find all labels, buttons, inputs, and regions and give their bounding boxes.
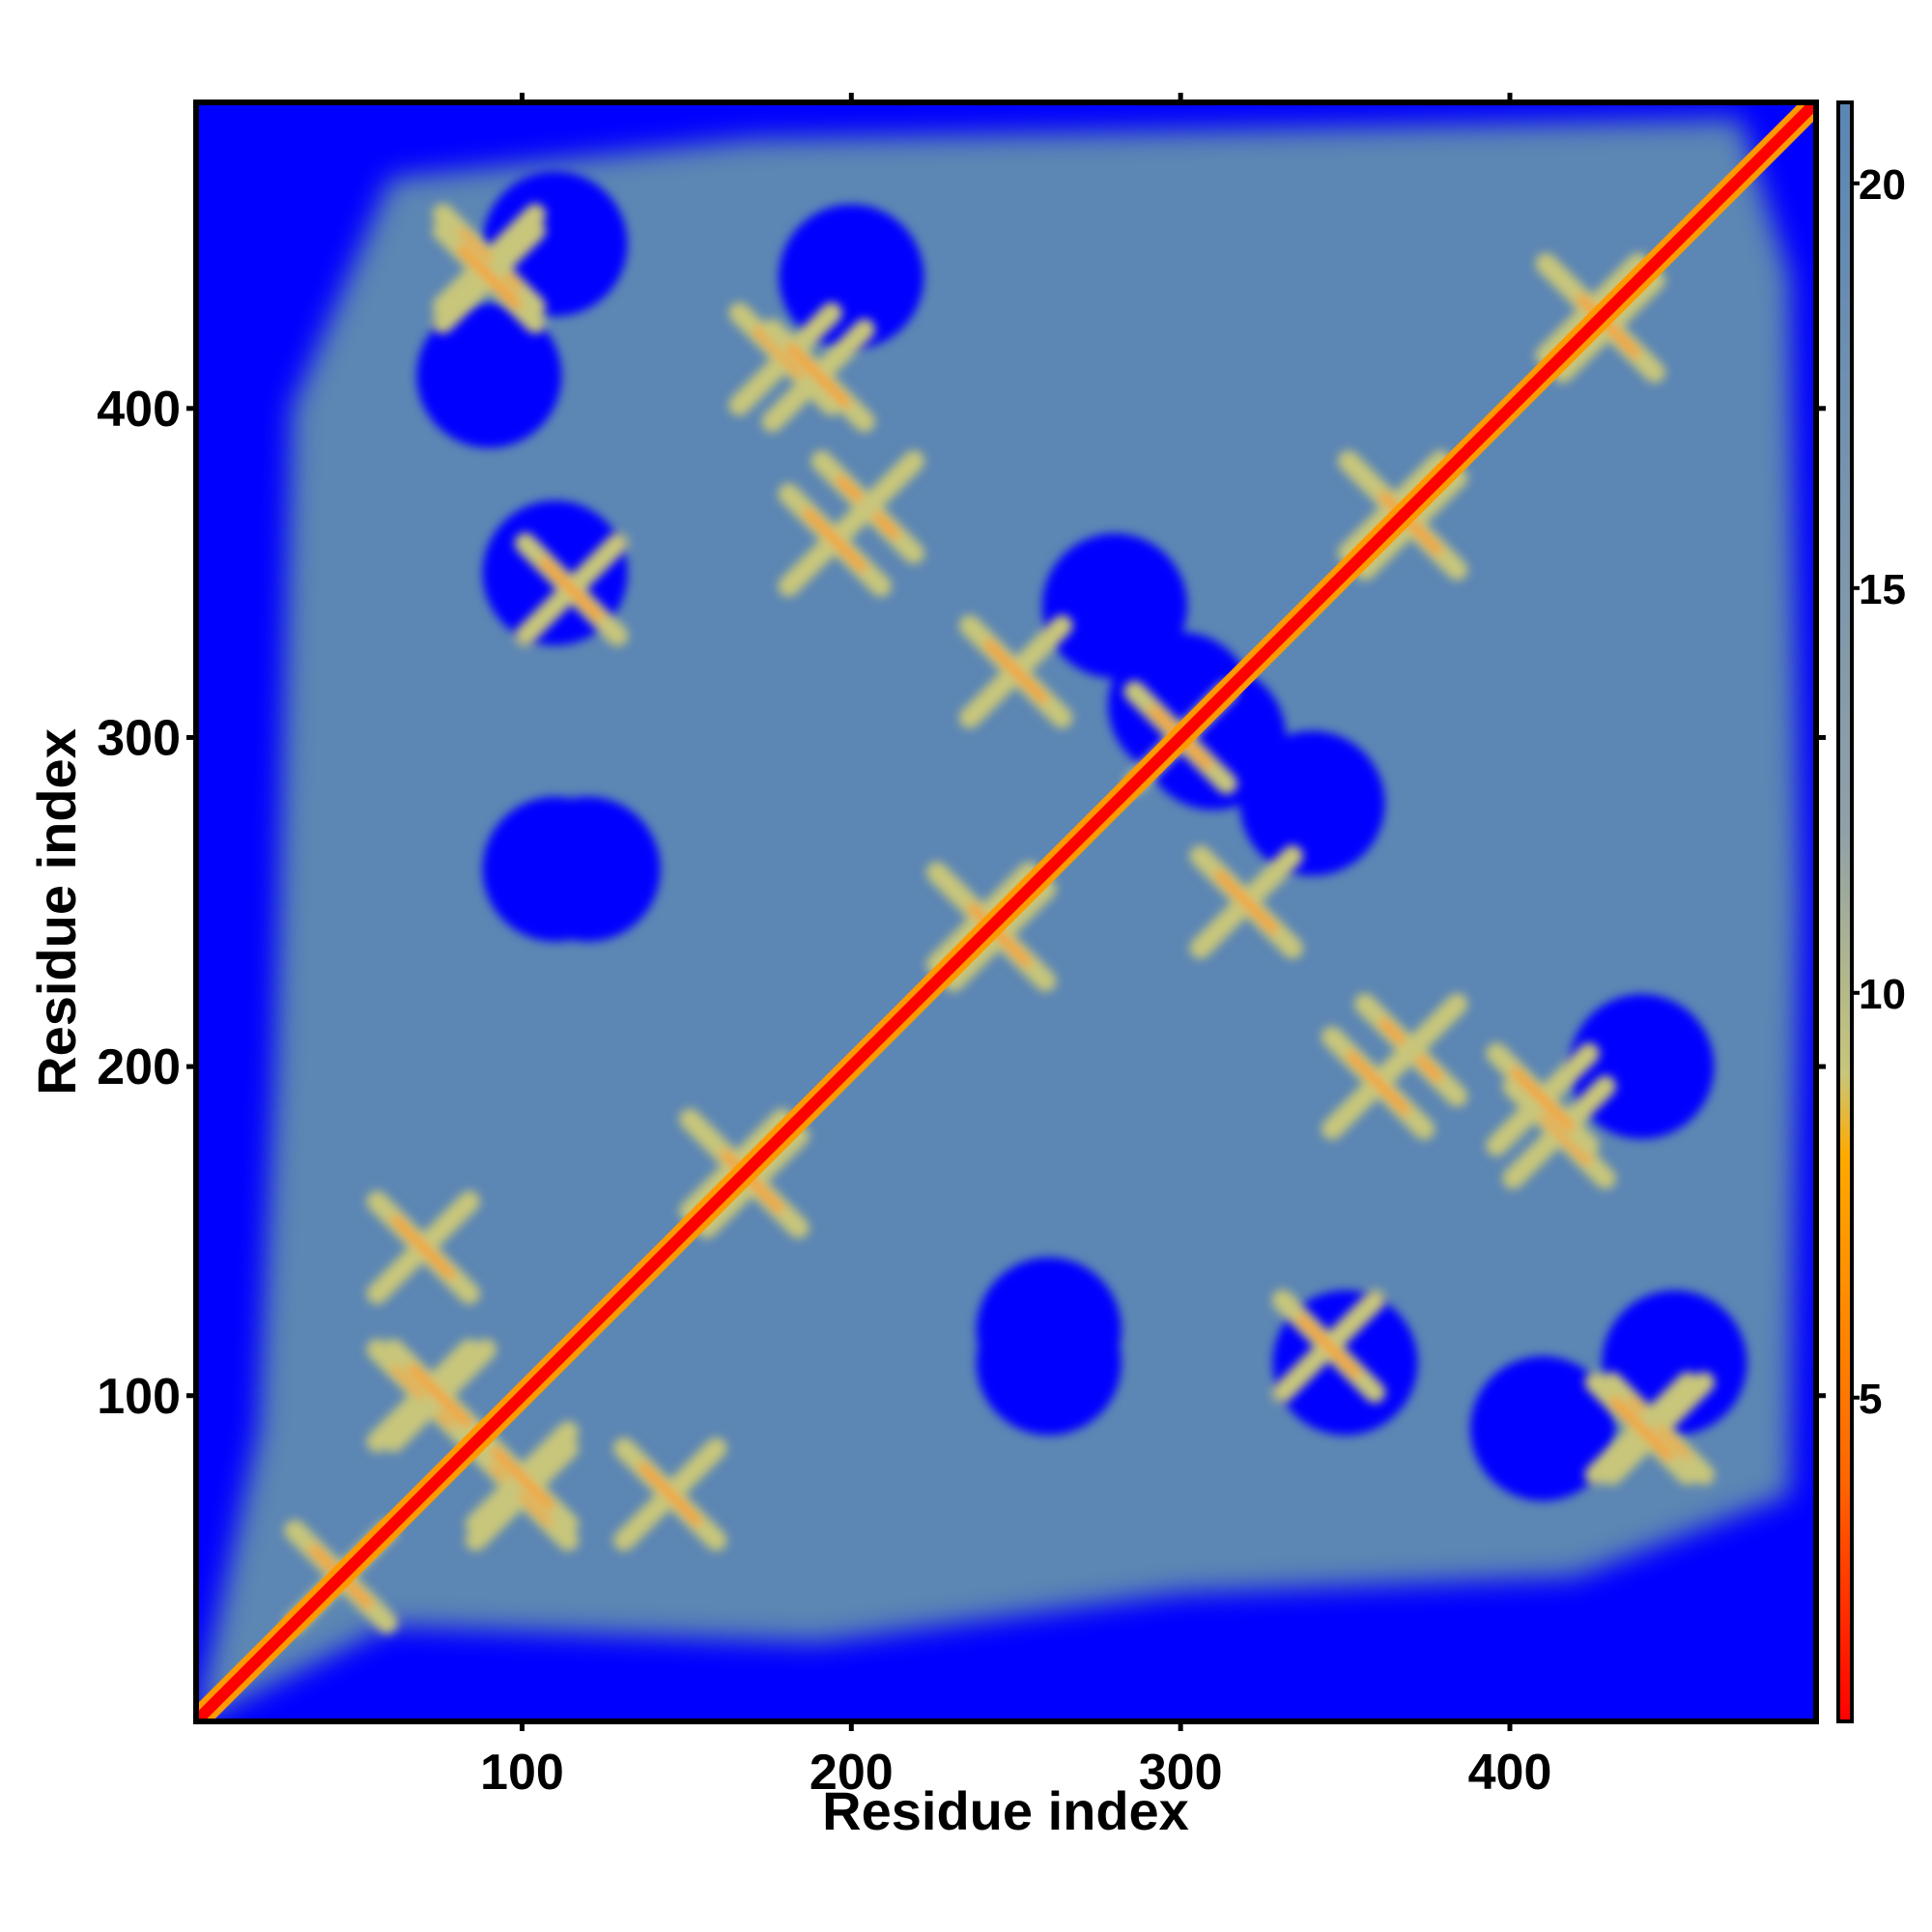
contact-core	[1609, 1397, 1673, 1461]
contact-core	[1379, 492, 1443, 555]
far-patch	[976, 1290, 1122, 1435]
x-tick-label: 300	[1139, 1745, 1223, 1801]
colorbar-frame	[1836, 100, 1854, 1723]
x-axis-title: Residue index	[822, 1780, 1189, 1841]
far-patch	[482, 796, 628, 942]
contact-core	[1214, 870, 1278, 934]
contact-core	[984, 639, 1048, 703]
contact-core	[1511, 1067, 1575, 1131]
far-distance-patches	[416, 171, 1747, 1501]
contact-core	[1626, 1397, 1690, 1461]
far-patch	[1108, 632, 1254, 778]
y-tick-label: 100	[97, 1369, 181, 1425]
contact-core	[539, 557, 604, 621]
contact-core	[968, 903, 1032, 967]
contact-core	[391, 1364, 455, 1428]
contact-core	[490, 1463, 554, 1526]
colorbar-fill	[1838, 102, 1852, 1721]
colorbar-tick-label: 5	[1859, 1376, 1882, 1423]
contact-core	[803, 508, 867, 572]
x-tick-label: 400	[1468, 1745, 1552, 1801]
near-contact-features	[284, 203, 1716, 1634]
far-patch	[779, 204, 924, 350]
colorbar-tick-label: 15	[1859, 566, 1906, 613]
y-axis: 100 200 300 400	[97, 382, 1826, 1425]
contact-core	[1347, 1051, 1410, 1115]
far-patch	[1569, 994, 1715, 1140]
contact-core	[490, 1446, 554, 1510]
heatmap	[196, 102, 1816, 1721]
contact-core	[721, 1150, 784, 1213]
y-tick-label: 200	[97, 1039, 181, 1095]
plot-frame	[193, 99, 1819, 1724]
x-axis: 100 200 300 400	[480, 93, 1551, 1801]
y-tick-label: 300	[97, 710, 181, 766]
colorbar-ticks: 5 10 15 20	[1852, 161, 1906, 1423]
far-patch	[416, 302, 562, 448]
x-tick-label: 100	[480, 1745, 564, 1801]
contact-core	[1296, 1315, 1361, 1378]
y-axis-title: Residue index	[26, 728, 87, 1095]
contact-core	[639, 1463, 702, 1526]
contact-core	[1577, 295, 1640, 358]
contact-core	[408, 1364, 471, 1428]
colorbar-tick-label: 10	[1859, 971, 1906, 1018]
colorbar: 5 10 15 20	[1836, 100, 1906, 1723]
contact-core	[391, 1215, 455, 1280]
diagonal-line	[196, 102, 1816, 1721]
far-patch	[1470, 1355, 1616, 1501]
diagonal-band	[196, 102, 1816, 1721]
contact-core	[457, 244, 521, 309]
contact-core	[457, 228, 521, 293]
y-tick-label: 400	[97, 382, 181, 438]
x-tick-label: 200	[810, 1745, 894, 1801]
colorbar-tick-label: 20	[1859, 161, 1906, 209]
contact-core	[786, 344, 850, 408]
